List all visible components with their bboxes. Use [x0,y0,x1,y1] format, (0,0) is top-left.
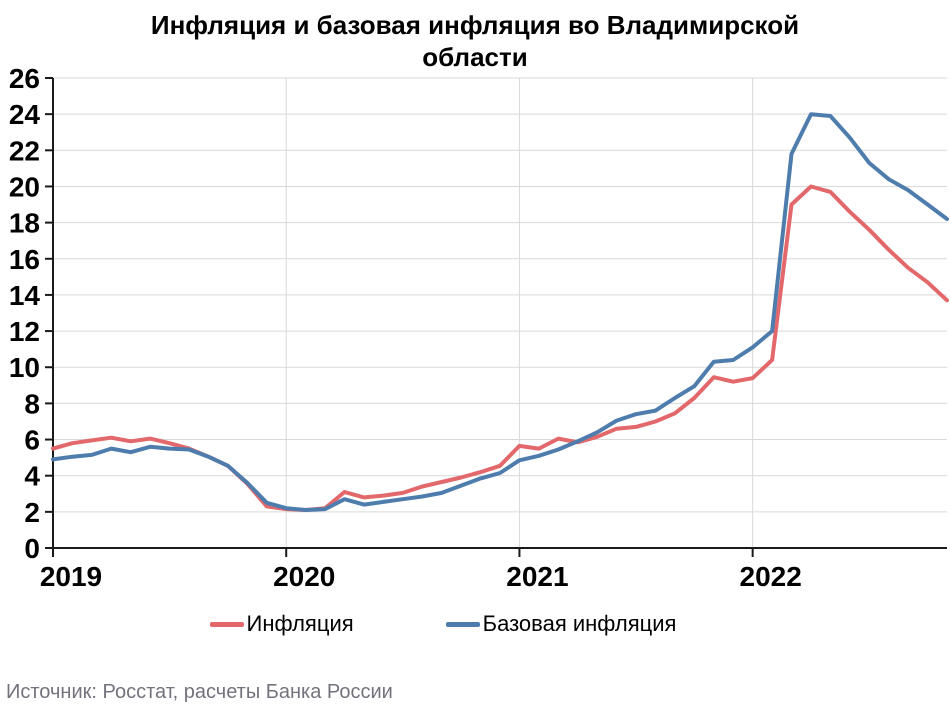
legend-label-core-inflation: Базовая инфляция [482,611,677,636]
y-tick-label: 12 [9,316,40,347]
legend-item-inflation: Инфляция [209,611,354,637]
y-tick-label: 20 [9,171,40,202]
chart-title: Инфляция и базовая инфляция во Владимирс… [0,10,950,73]
series-line-0 [51,184,949,512]
x-tick-label: 2021 [506,561,568,592]
inflation-line-swatch [209,621,244,627]
y-tick-label: 24 [9,99,41,130]
chart-title-line-2: области [422,41,528,72]
y-tick-label: 14 [9,280,41,311]
y-tick-label: 18 [9,208,40,239]
core-inflation-line-swatch [445,621,480,627]
source-note: Источник: Росстат, расчеты Банка России [6,681,393,703]
y-tick-label: 16 [9,244,40,275]
y-tick-label: 10 [9,352,40,383]
y-tick-label: 26 [9,63,40,94]
legend-label-inflation: Инфляция [246,611,354,636]
y-tick-label: 8 [24,388,40,419]
y-tick-label: 6 [24,425,40,456]
x-tick-label: 2020 [273,561,335,592]
x-tick-label: 2022 [740,561,802,592]
chart-legend: Инфляция Базовая инфляция [0,611,918,637]
chart-title-line-1: Инфляция и базовая инфляция во Владимирс… [150,10,800,40]
y-tick-label: 4 [24,461,40,492]
x-tick-label: 2019 [40,561,102,592]
legend-item-core-inflation: Базовая инфляция [445,611,677,637]
series-line-1 [51,112,949,512]
y-tick-label: 22 [9,135,40,166]
y-tick-label: 0 [24,533,40,564]
y-tick-label: 2 [24,497,40,528]
